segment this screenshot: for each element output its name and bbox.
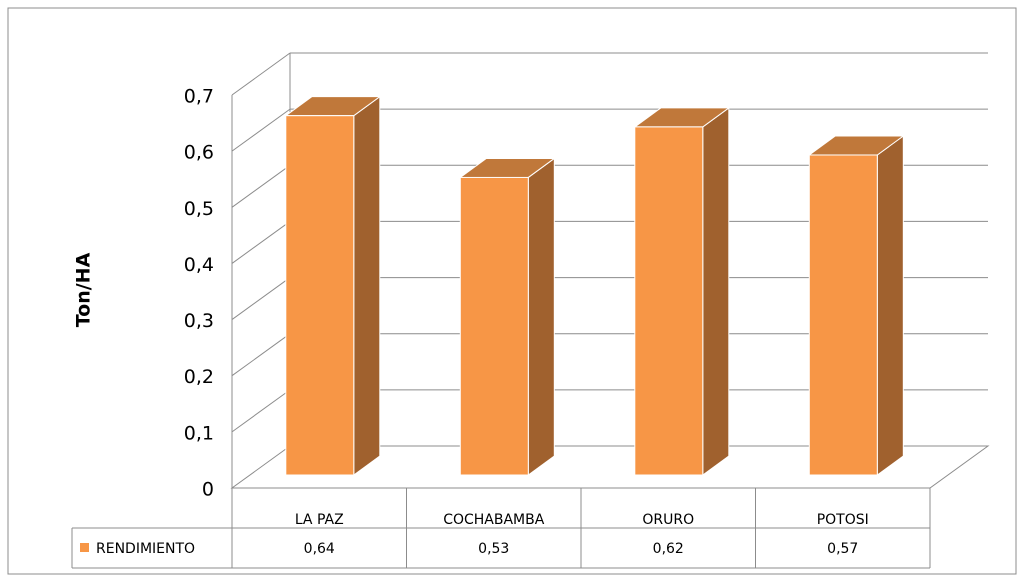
x-tick-label: LA PAZ (295, 512, 344, 528)
y-tick-label: 0,2 (184, 366, 214, 388)
grid-line (231, 333, 291, 377)
y-tick-label: 0,6 (184, 142, 214, 164)
table-value: 0,62 (653, 541, 684, 557)
y-tick-label: 0,5 (184, 198, 214, 220)
y-tick-label: 0,3 (184, 310, 214, 332)
x-tick-label: COCHABAMBA (443, 512, 545, 528)
floor (230, 445, 990, 489)
legend-swatch (80, 543, 89, 552)
bar-side (353, 95, 381, 476)
table-value: 0,57 (827, 541, 858, 557)
grid-line (231, 164, 291, 208)
bar-side (876, 135, 904, 476)
x-tick-label: ORURO (642, 512, 694, 528)
y-axis-title: Ton/HA (73, 252, 95, 327)
bar (459, 176, 529, 476)
table-value: 0,64 (304, 541, 335, 557)
grid-line (231, 52, 291, 96)
bar-side (527, 157, 555, 476)
bar (808, 154, 878, 476)
bar-side (702, 106, 730, 476)
grid-line (231, 277, 291, 320)
table-value: 0,53 (478, 541, 509, 557)
bar (634, 126, 704, 476)
grid-line (231, 221, 291, 264)
legend-label: RENDIMIENTO (96, 541, 195, 557)
y-tick-label: 0,7 (184, 86, 214, 108)
grid-line (231, 389, 291, 433)
x-tick-label: POTOSI (817, 512, 869, 528)
y-tick-label: 0 (202, 479, 214, 501)
y-tick-label: 0,4 (184, 254, 214, 276)
y-tick-label: 0,1 (184, 422, 214, 444)
grid-line (231, 108, 291, 152)
bar (285, 115, 355, 476)
